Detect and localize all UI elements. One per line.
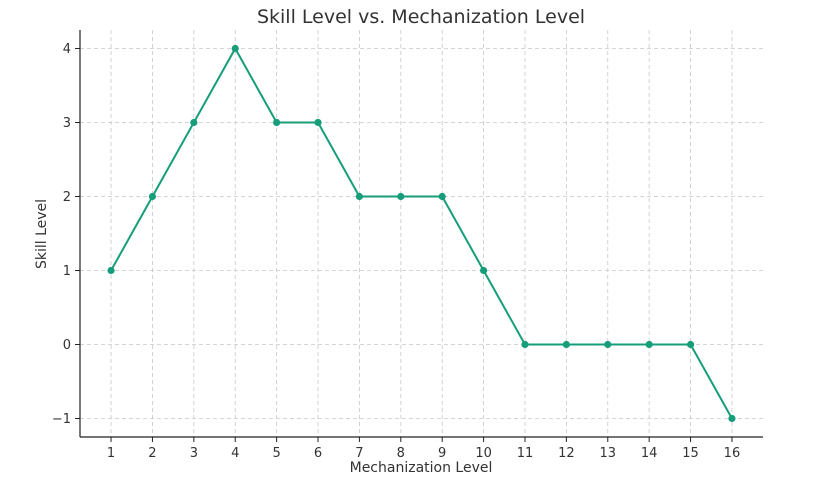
- x-tick-label: 9: [438, 446, 446, 461]
- data-point: [521, 340, 529, 349]
- y-tick-label: 1: [63, 264, 71, 279]
- x-tick-label: 7: [355, 446, 363, 461]
- x-tick-label: 1: [107, 446, 115, 461]
- data-point: [397, 192, 405, 201]
- x-tick-label: 11: [517, 446, 534, 461]
- data-point: [728, 414, 736, 423]
- data-point: [231, 44, 239, 53]
- data-point: [273, 118, 281, 127]
- y-tick-label: 0: [63, 338, 71, 353]
- data-point: [604, 340, 612, 349]
- data-point: [148, 192, 157, 201]
- data-point: [190, 118, 198, 127]
- x-tick-label: 14: [641, 446, 658, 461]
- data-point: [479, 266, 488, 275]
- axes: [75, 30, 763, 442]
- y-tick-label: 4: [63, 42, 71, 57]
- grid: [80, 30, 763, 437]
- x-tick-label: 8: [397, 446, 405, 461]
- x-tick-label: 16: [724, 446, 741, 461]
- x-tick-label: 13: [599, 446, 616, 461]
- data-point: [686, 340, 695, 349]
- data-point: [438, 192, 446, 201]
- y-axis-label: Skill Level: [34, 199, 50, 269]
- data-point: [355, 192, 364, 201]
- chart-title: Skill Level vs. Mechanization Level: [257, 6, 585, 28]
- y-tick-label: 2: [63, 190, 71, 205]
- x-tick-label: 15: [682, 446, 699, 461]
- series-layer: [107, 44, 736, 423]
- data-point: [562, 340, 570, 349]
- x-tick-label: 12: [558, 446, 575, 461]
- x-axis-label: Mechanization Level: [350, 460, 493, 476]
- y-tick-label: 3: [63, 116, 71, 131]
- data-point: [645, 340, 653, 349]
- x-tick-label: 6: [314, 446, 322, 461]
- y-tick-label: −1: [52, 412, 71, 427]
- x-tick-label: 10: [475, 446, 492, 461]
- x-tick-label: 5: [272, 446, 280, 461]
- series-line: [110, 47, 733, 420]
- x-tick-label: 3: [190, 446, 198, 461]
- data-point: [314, 118, 322, 127]
- x-tick-label: 2: [148, 446, 156, 461]
- x-tick-label: 4: [231, 446, 239, 461]
- data-point: [107, 266, 115, 275]
